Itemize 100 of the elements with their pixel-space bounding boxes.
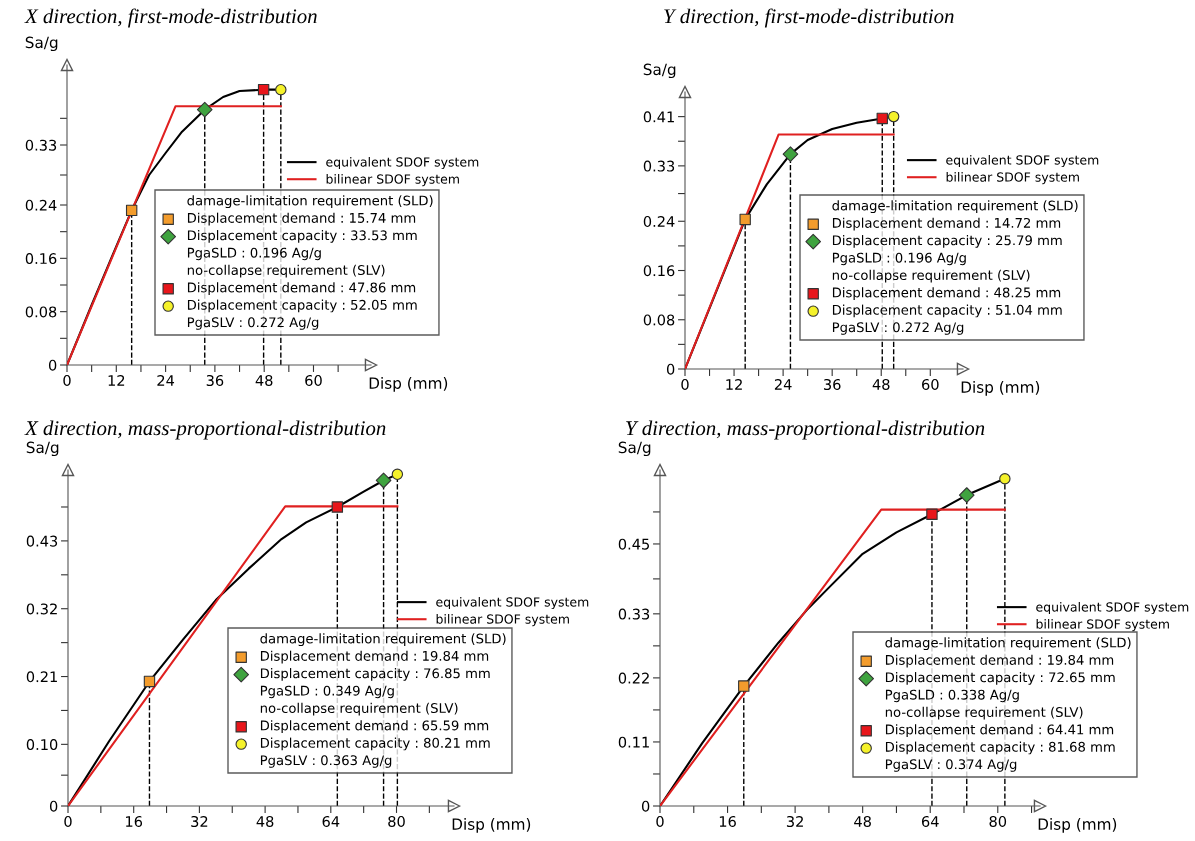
y-tick-label: 0.41	[643, 111, 674, 123]
x-tick-label: 48	[256, 815, 274, 828]
y-tick-label: 0.08	[643, 314, 675, 326]
point	[257, 83, 270, 96]
x-tick-label: 80	[989, 815, 1007, 828]
annotation: damage-limitation requirement (SLD)	[260, 633, 506, 647]
annotation: PgaSLV : 0.272 Ag/g	[187, 317, 319, 330]
point	[876, 112, 888, 125]
y-tick-label: 0	[49, 800, 58, 812]
y-tick-label: 0.33	[618, 608, 650, 620]
x-tick-label: 48	[854, 815, 871, 828]
x-tick-label: 48	[255, 374, 273, 387]
point	[196, 101, 213, 118]
legend-label: equivalent SDOF system	[326, 157, 479, 170]
x-axis-title: Disp (mm)	[1038, 818, 1117, 833]
x-tick-label: 80	[388, 815, 405, 828]
annotation: no-collapse requirement (SLV)	[187, 264, 385, 278]
x-axis-title: Disp (mm)	[961, 381, 1040, 396]
annotation: PgaSLD : 0.196 Ag/g	[187, 247, 321, 261]
y-axis-title: Sa/g	[26, 441, 59, 457]
legend-label: Displacement capacity : 76.85 mm	[260, 668, 490, 681]
point	[739, 213, 751, 226]
legend-label: Displacement demand : 19.84 mm	[260, 650, 489, 664]
x-tick-label: 0	[64, 815, 72, 828]
point	[887, 110, 900, 123]
y-tick-label: 0.10	[26, 739, 58, 751]
legend-label: Displacement capacity : 51.04 mm	[832, 304, 1062, 318]
legend-label: bilinear SDOF system	[436, 614, 569, 627]
point	[999, 473, 1011, 485]
legend-label: equivalent SDOF system	[1036, 602, 1189, 615]
y-axis-title: Sa/g	[618, 441, 651, 457]
legend-label: Displacement capacity : 72.65 mm	[885, 672, 1115, 685]
x-tick-label: 16	[719, 815, 736, 828]
annotation: PgaSLV : 0.272 Ag/g	[832, 322, 964, 335]
y-axis-title: Sa/g	[25, 36, 58, 52]
legend-label: Displacement capacity : 80.21 mm	[260, 737, 490, 751]
x-tick-label: 32	[191, 815, 208, 828]
legend-label: Displacement demand : 64.41 mm	[885, 724, 1114, 737]
x-tick-label: 32	[786, 815, 803, 828]
point	[958, 487, 975, 503]
y-tick-label: 0.32	[26, 603, 57, 615]
point	[926, 508, 938, 520]
point	[782, 146, 799, 163]
legend-label: Displacement capacity : 25.79 mm	[832, 235, 1062, 248]
legend-label: bilinear SDOF system	[946, 172, 1079, 185]
x-tick-label: 12	[108, 374, 125, 386]
legend-label: Displacement demand : 15.74 mm	[187, 212, 416, 226]
y-tick-label: 0.21	[26, 671, 57, 683]
annotation: PgaSLV : 0.374 Ag/g	[885, 759, 1017, 772]
x-tick-label: 36	[824, 378, 841, 391]
y-tick-label: 0.33	[643, 160, 675, 172]
x-tick-label: 0	[63, 374, 71, 387]
point	[738, 680, 750, 692]
y-tick-label: 0	[666, 363, 675, 375]
x-tick-label: 60	[922, 378, 939, 391]
x-tick-label: 0	[681, 378, 689, 391]
legend-label: bilinear SDOF system	[326, 174, 459, 187]
x-tick-label: 64	[921, 815, 939, 828]
x-tick-label: 64	[322, 815, 340, 828]
legend-label: Displacement capacity : 52.05 mm	[187, 299, 417, 313]
legend-label: equivalent SDOF system	[946, 155, 1099, 168]
y-tick-label: 0.08	[25, 306, 57, 318]
annotation: damage-limitation requirement (SLD)	[832, 200, 1078, 214]
point	[375, 472, 392, 489]
y-tick-label: 0.16	[25, 253, 57, 265]
annotation: PgaSLD : 0.338 Ag/g	[885, 689, 1019, 703]
y-tick-label: 0.45	[618, 538, 649, 550]
point	[275, 83, 287, 96]
legend-label: equivalent SDOF system	[436, 597, 589, 610]
legend-label: Displacement demand : 14.72 mm	[832, 217, 1061, 231]
chart-title: X direction, mass-proportional-distribution	[24, 420, 386, 440]
legend-label: Displacement demand : 65.59 mm	[260, 720, 489, 733]
x-axis-title: Disp (mm)	[452, 818, 531, 833]
x-tick-label: 24	[157, 374, 175, 386]
point	[331, 501, 344, 513]
annotation: no-collapse requirement (SLV)	[260, 702, 458, 716]
legend-label: Displacement demand : 47.86 mm	[187, 282, 416, 295]
y-tick-label: 0.43	[26, 535, 58, 547]
legend-label: Displacement demand : 19.84 mm	[885, 654, 1114, 668]
x-tick-label: 24	[774, 378, 792, 390]
y-tick-label: 0	[641, 800, 650, 812]
annotation: PgaSLD : 0.196 Ag/g	[832, 252, 966, 266]
legend-label: Displacement demand : 48.25 mm	[832, 287, 1061, 300]
y-tick-label: 0.16	[643, 265, 675, 277]
annotation: PgaSLV : 0.363 Ag/g	[260, 755, 392, 768]
x-tick-label: 16	[126, 815, 143, 828]
y-tick-label: 0.24	[25, 199, 57, 211]
x-tick-label: 12	[726, 378, 742, 390]
point	[391, 468, 404, 481]
x-tick-label: 36	[206, 374, 224, 387]
point	[125, 204, 138, 217]
y-tick-label: 0.22	[618, 672, 649, 684]
x-tick-label: 60	[305, 374, 322, 387]
annotation: PgaSLD : 0.349 Ag/g	[260, 685, 394, 699]
legend-label: bilinear SDOF system	[1036, 619, 1169, 632]
y-tick-label: 0	[48, 359, 57, 371]
legend-label: Displacement capacity : 81.68 mm	[885, 741, 1115, 755]
y-tick-label: 0.11	[618, 736, 649, 748]
x-tick-label: 48	[872, 378, 890, 391]
chart-title: X direction, first-mode-distribution	[24, 8, 317, 28]
